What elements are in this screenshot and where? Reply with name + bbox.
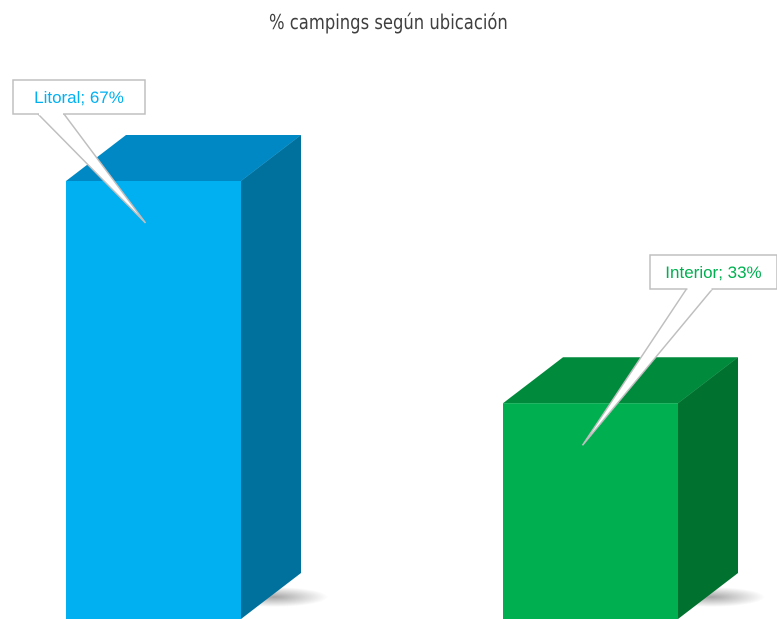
bars-layer (66, 135, 765, 619)
data-label-text: Interior; 33% (665, 263, 761, 282)
bar-front-face (66, 181, 241, 619)
chart-title: % campings según ubicación (268, 10, 508, 34)
bar-litoral (66, 135, 328, 619)
callout-box (12, 79, 146, 115)
callout-box (649, 254, 777, 290)
bar-interior (503, 357, 765, 619)
data-label-interior: Interior; 33% (581, 254, 777, 446)
data-label-litoral: Litoral; 67% (12, 79, 147, 224)
bar-side-face (241, 135, 301, 619)
bar-top-face (66, 135, 301, 181)
callouts-layer: Litoral; 67% Interior; 33% (12, 79, 777, 446)
bar-front-face (503, 403, 678, 619)
data-label-text: Litoral; 67% (34, 88, 124, 107)
bar-top-face (503, 357, 738, 404)
bar-side-face (678, 357, 738, 619)
